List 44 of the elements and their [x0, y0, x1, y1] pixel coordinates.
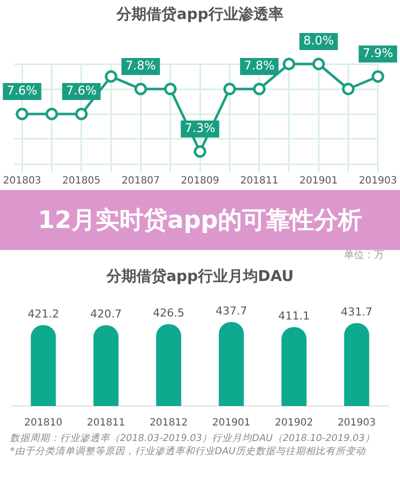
- x-tick-label: 201803: [2, 176, 42, 187]
- text: *由于分类清单调整等原因，行业渗透率和行业DAU历史数据与往期相比有所变动: [9, 445, 367, 458]
- data-label: 421.2: [28, 307, 60, 320]
- x-tick-label: 201901: [212, 418, 250, 429]
- point: [253, 82, 266, 96]
- point: [164, 82, 177, 96]
- x-tick-label: 201807: [122, 176, 160, 187]
- data-label: 420.7: [90, 308, 122, 321]
- x-tick-label: 201805: [62, 176, 100, 187]
- point: [45, 108, 58, 120]
- point: [223, 82, 236, 96]
- chart-title: 分期借贷app行业月均DAU: [105, 266, 294, 285]
- point: [104, 70, 118, 83]
- x-tick-label: 201812: [150, 418, 188, 429]
- point: [342, 82, 355, 96]
- x-tick-label: 201811: [86, 418, 126, 429]
- x-tick-label: 201903: [338, 418, 376, 429]
- data-label: 7.6%: [66, 84, 97, 98]
- point: [194, 145, 206, 158]
- data-label: 7.8%: [125, 58, 156, 73]
- text: 12月实时贷app的可靠性分析: [0, 190, 400, 250]
- text: 数据周期：行业渗透率（2018.03-2019.03）行业月均DAU（2018.10-2019.03）: [9, 432, 376, 445]
- point: [134, 82, 147, 96]
- chart-title: 分期借贷app行业渗透率: [116, 4, 284, 23]
- x-tick-label: 201810: [24, 418, 62, 429]
- data-label: 7.9%: [362, 46, 394, 60]
- data-label: 7.3%: [184, 121, 216, 136]
- point: [282, 58, 296, 70]
- data-label: 426.5: [152, 306, 184, 320]
- x-tick-label: 201811: [240, 176, 278, 187]
- point: [75, 108, 88, 120]
- data-label: 7.6%: [6, 84, 38, 98]
- text: 单位：万: [343, 250, 385, 262]
- x-tick-label: 201903: [358, 176, 398, 187]
- x-tick-label: 201809: [180, 176, 220, 187]
- data-label: 431.7: [340, 305, 372, 318]
- x-tick-label: 201902: [274, 418, 314, 429]
- data-label: 7.8%: [244, 58, 275, 73]
- data-label: 437.7: [216, 304, 248, 318]
- point: [312, 58, 325, 70]
- point: [372, 70, 384, 83]
- x-tick-label: 201901: [300, 176, 338, 187]
- data-label: 8.0%: [303, 34, 334, 48]
- data-label: 411.1: [278, 309, 310, 322]
